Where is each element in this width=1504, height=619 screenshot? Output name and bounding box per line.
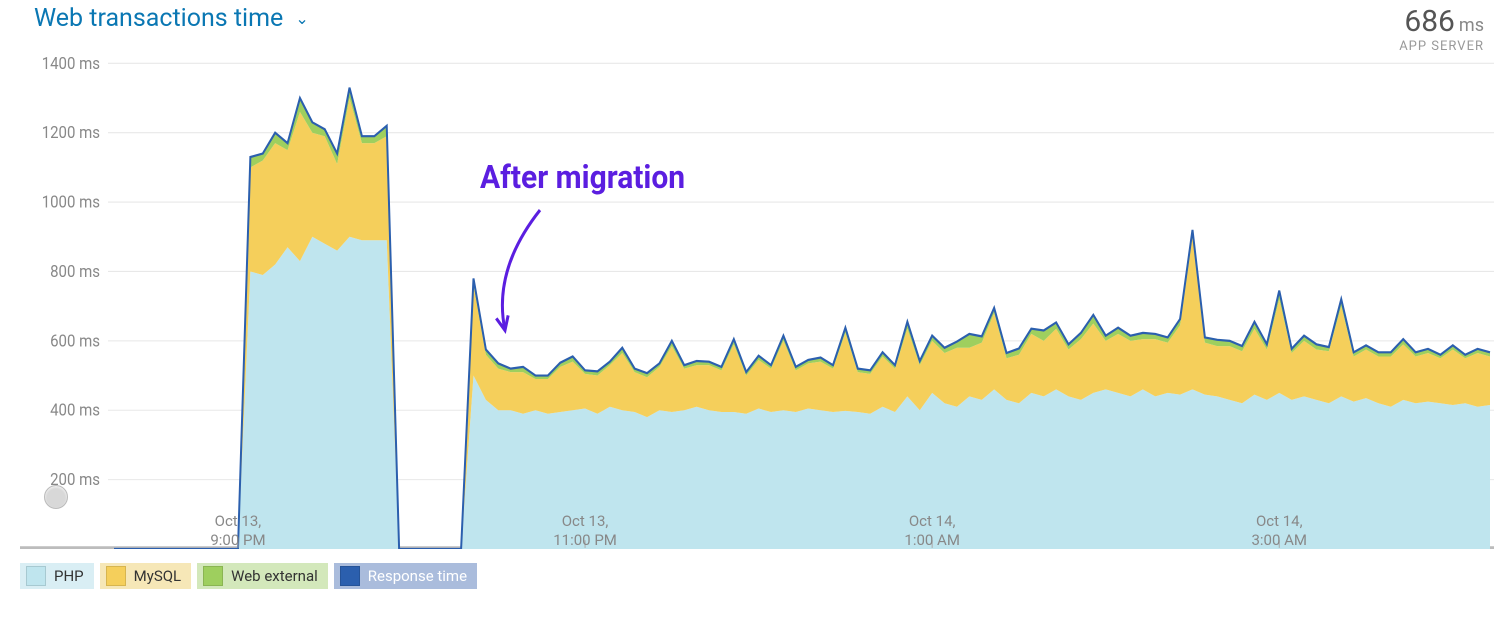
chart-title-dropdown[interactable]: Web transactions time ⌄ [34, 4, 309, 33]
x-axis-tick: Oct 14,1:00 AM [904, 512, 960, 550]
metric-unit: ms [1459, 15, 1484, 36]
x-axis-tick: Oct 14,3:00 AM [1251, 512, 1307, 550]
svg-text:1200 ms: 1200 ms [42, 123, 100, 143]
legend-item-response[interactable]: Response time [334, 563, 477, 589]
chevron-down-icon: ⌄ [295, 9, 308, 28]
legend-swatch [106, 566, 126, 586]
chart-title: Web transactions time [34, 4, 283, 33]
legend-label: MySQL [134, 567, 182, 585]
legend-swatch [340, 566, 360, 586]
legend-swatch [26, 566, 46, 586]
legend-label: PHP [54, 567, 84, 585]
x-axis-tick: Oct 13,11:00 PM [553, 512, 617, 550]
legend-item-mysql[interactable]: MySQL [100, 563, 192, 589]
svg-text:1400 ms: 1400 ms [42, 53, 100, 73]
svg-text:800 ms: 800 ms [50, 261, 100, 281]
legend-item-php[interactable]: PHP [20, 563, 94, 589]
svg-text:600 ms: 600 ms [50, 331, 100, 351]
legend-label: Response time [368, 567, 467, 585]
svg-text:After migration: After migration [480, 158, 685, 197]
legend-item-web_external[interactable]: Web external [197, 563, 328, 589]
chart-legend: PHP MySQL Web external Response time [20, 563, 477, 589]
legend-label: Web external [231, 567, 318, 585]
timeline-scrubber[interactable] [44, 485, 68, 509]
chart-plot-area[interactable]: 200 ms400 ms600 ms800 ms1000 ms1200 ms14… [20, 46, 1494, 549]
metric-value: 686 [1404, 4, 1455, 39]
x-axis-tick: Oct 13,9:00 PM [210, 512, 265, 550]
legend-swatch [203, 566, 223, 586]
svg-text:1000 ms: 1000 ms [42, 192, 100, 212]
svg-text:400 ms: 400 ms [50, 400, 100, 420]
